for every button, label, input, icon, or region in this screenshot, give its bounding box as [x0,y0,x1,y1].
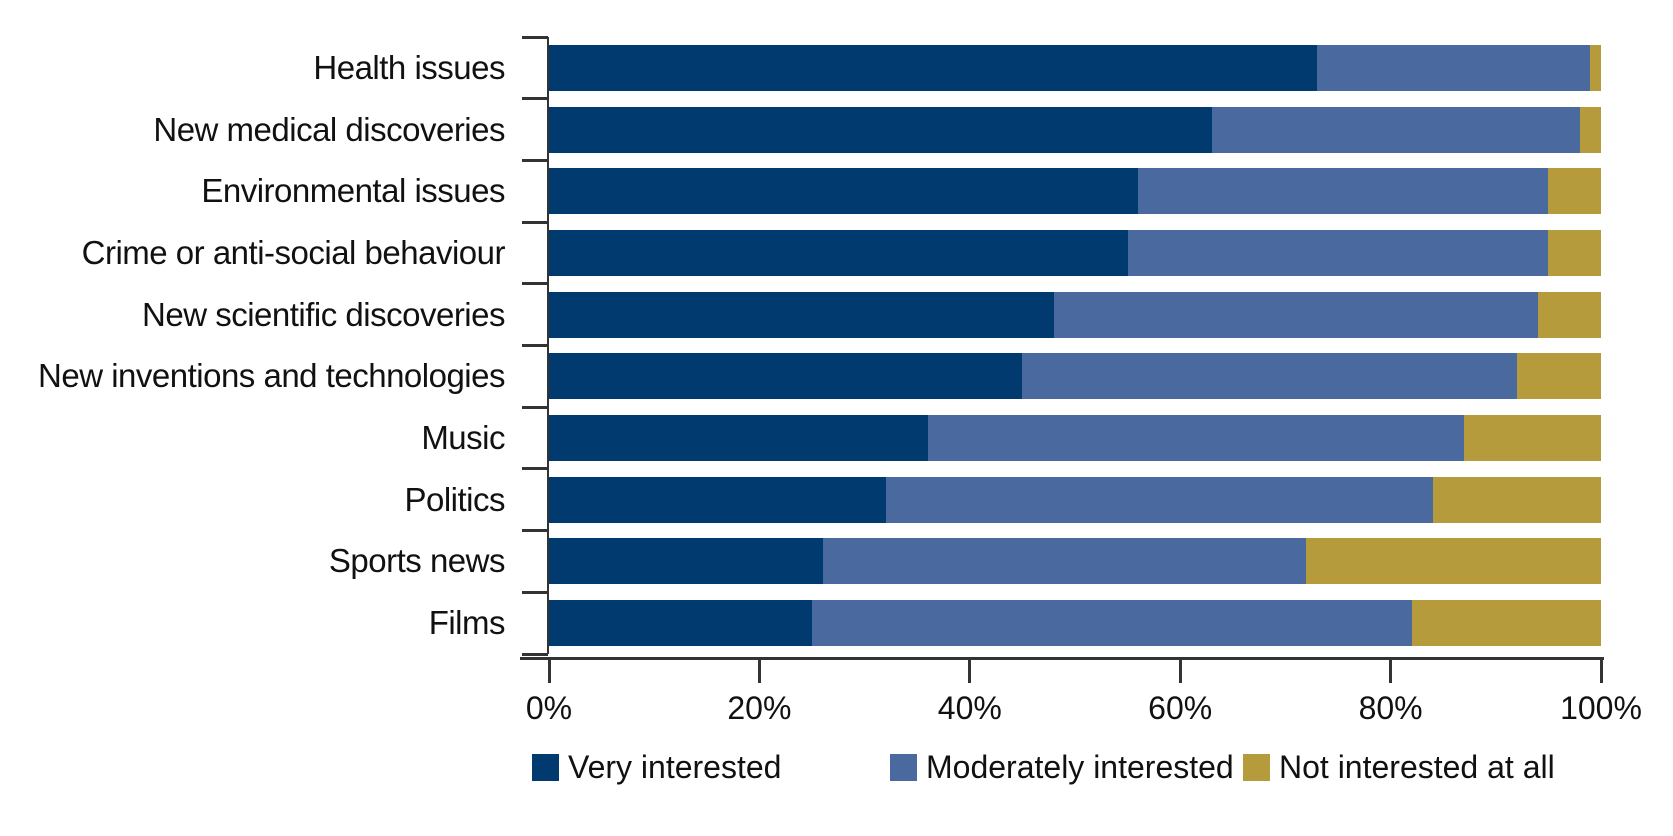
y-axis-tick [522,467,548,471]
bar-segment-very-interested [549,44,1317,91]
bar-segment-very-interested [549,538,823,585]
bar-segment-very-interested [549,229,1128,276]
x-axis-tick [1599,657,1603,683]
bar-segment-not-interested-at-all [1579,106,1601,153]
y-axis-tick [522,158,548,162]
bar-segment-moderately-interested [1138,168,1549,215]
x-axis-tick-label-80: 80% [1358,690,1423,726]
bar-segment-moderately-interested [885,476,1433,523]
bar-row-new-inventions-and-technologies [549,353,1601,400]
bar-segment-not-interested-at-all [1516,353,1601,400]
legend-label-very-interested: Very interested [568,749,782,785]
y-axis-tick [522,652,548,656]
x-axis-line [520,657,1604,660]
bar-segment-very-interested [549,353,1023,400]
legend-label-moderately-interested: Moderately interested [926,749,1234,785]
bar-segment-very-interested [549,291,1054,338]
legend-swatch-moderately-interested [890,754,917,781]
x-axis-tick-label-20: 20% [727,690,792,726]
y-axis-tick [522,405,548,409]
bar-segment-very-interested [549,415,928,462]
bar-segment-not-interested-at-all [1464,415,1601,462]
bar-segment-not-interested-at-all [1537,291,1601,338]
category-label-sports-news: Sports news [328,542,506,580]
legend-item-moderately-interested: Moderately interested [890,749,1234,786]
bar-segment-moderately-interested [1053,291,1538,338]
bar-row-crime-or-anti-social-behaviour [549,229,1601,276]
y-axis-line [547,37,549,654]
bar-row-environmental-issues [549,168,1601,215]
y-axis-tick [522,590,548,594]
legend-item-not-interested-at-all: Not interested at all [1243,749,1555,786]
y-axis-tick [522,282,548,286]
bar-segment-moderately-interested [1022,353,1517,400]
x-axis-tick [757,657,761,683]
x-axis-tick [547,657,551,683]
category-label-new-medical-discoveries: New medical discoveries [153,110,505,148]
bar-segment-very-interested [549,600,812,647]
y-axis-tick [522,97,548,101]
x-axis-tick [1178,657,1182,683]
bar-row-sports-news [549,538,1601,585]
x-axis-tick-label-0: 0% [525,690,573,726]
bar-segment-not-interested-at-all [1590,44,1601,91]
bar-segment-not-interested-at-all [1411,600,1601,647]
category-label-films: Films [428,604,506,642]
bar-row-new-scientific-discoveries [549,291,1601,338]
y-axis-tick [522,529,548,533]
y-axis-tick [522,220,548,224]
y-axis-tick [522,35,548,39]
category-label-music: Music [421,419,505,457]
category-label-environmental-issues: Environmental issues [201,172,505,210]
bar-segment-very-interested [549,106,1212,153]
bar-row-health-issues [549,44,1601,91]
bar-row-films [549,600,1601,647]
x-axis-tick-label-40: 40% [937,690,1002,726]
legend-swatch-very-interested [532,754,559,781]
x-axis-tick-label-100: 100% [1560,690,1642,726]
bar-segment-not-interested-at-all [1306,538,1601,585]
x-axis-tick [1389,657,1393,683]
category-label-politics: Politics [404,480,505,518]
legend-label-not-interested-at-all: Not interested at all [1279,749,1555,785]
category-label-crime-or-anti-social-behaviour: Crime or anti-social behaviour [81,233,506,271]
bar-segment-very-interested [549,476,886,523]
x-axis-tick [968,657,972,683]
bar-row-politics [549,476,1601,523]
bar-segment-moderately-interested [1211,106,1580,153]
bar-segment-not-interested-at-all [1548,168,1601,215]
legend-swatch-not-interested-at-all [1243,754,1270,781]
category-label-health-issues: Health issues [313,48,505,86]
x-axis-tick-label-60: 60% [1148,690,1213,726]
bar-segment-moderately-interested [822,538,1307,585]
bar-segment-not-interested-at-all [1548,229,1601,276]
bar-segment-not-interested-at-all [1432,476,1601,523]
bar-segment-moderately-interested [1127,229,1549,276]
category-label-new-inventions-and-technologies: New inventions and technologies [38,357,505,395]
bar-row-music [549,415,1601,462]
bar-segment-moderately-interested [812,600,1412,647]
bar-segment-very-interested [549,168,1139,215]
bar-segment-moderately-interested [927,415,1465,462]
y-axis-tick [522,344,548,347]
category-label-new-scientific-discoveries: New scientific discoveries [142,295,505,333]
bar-segment-moderately-interested [1316,44,1591,91]
legend-item-very-interested: Very interested [532,749,781,786]
bar-row-new-medical-discoveries [549,106,1601,153]
